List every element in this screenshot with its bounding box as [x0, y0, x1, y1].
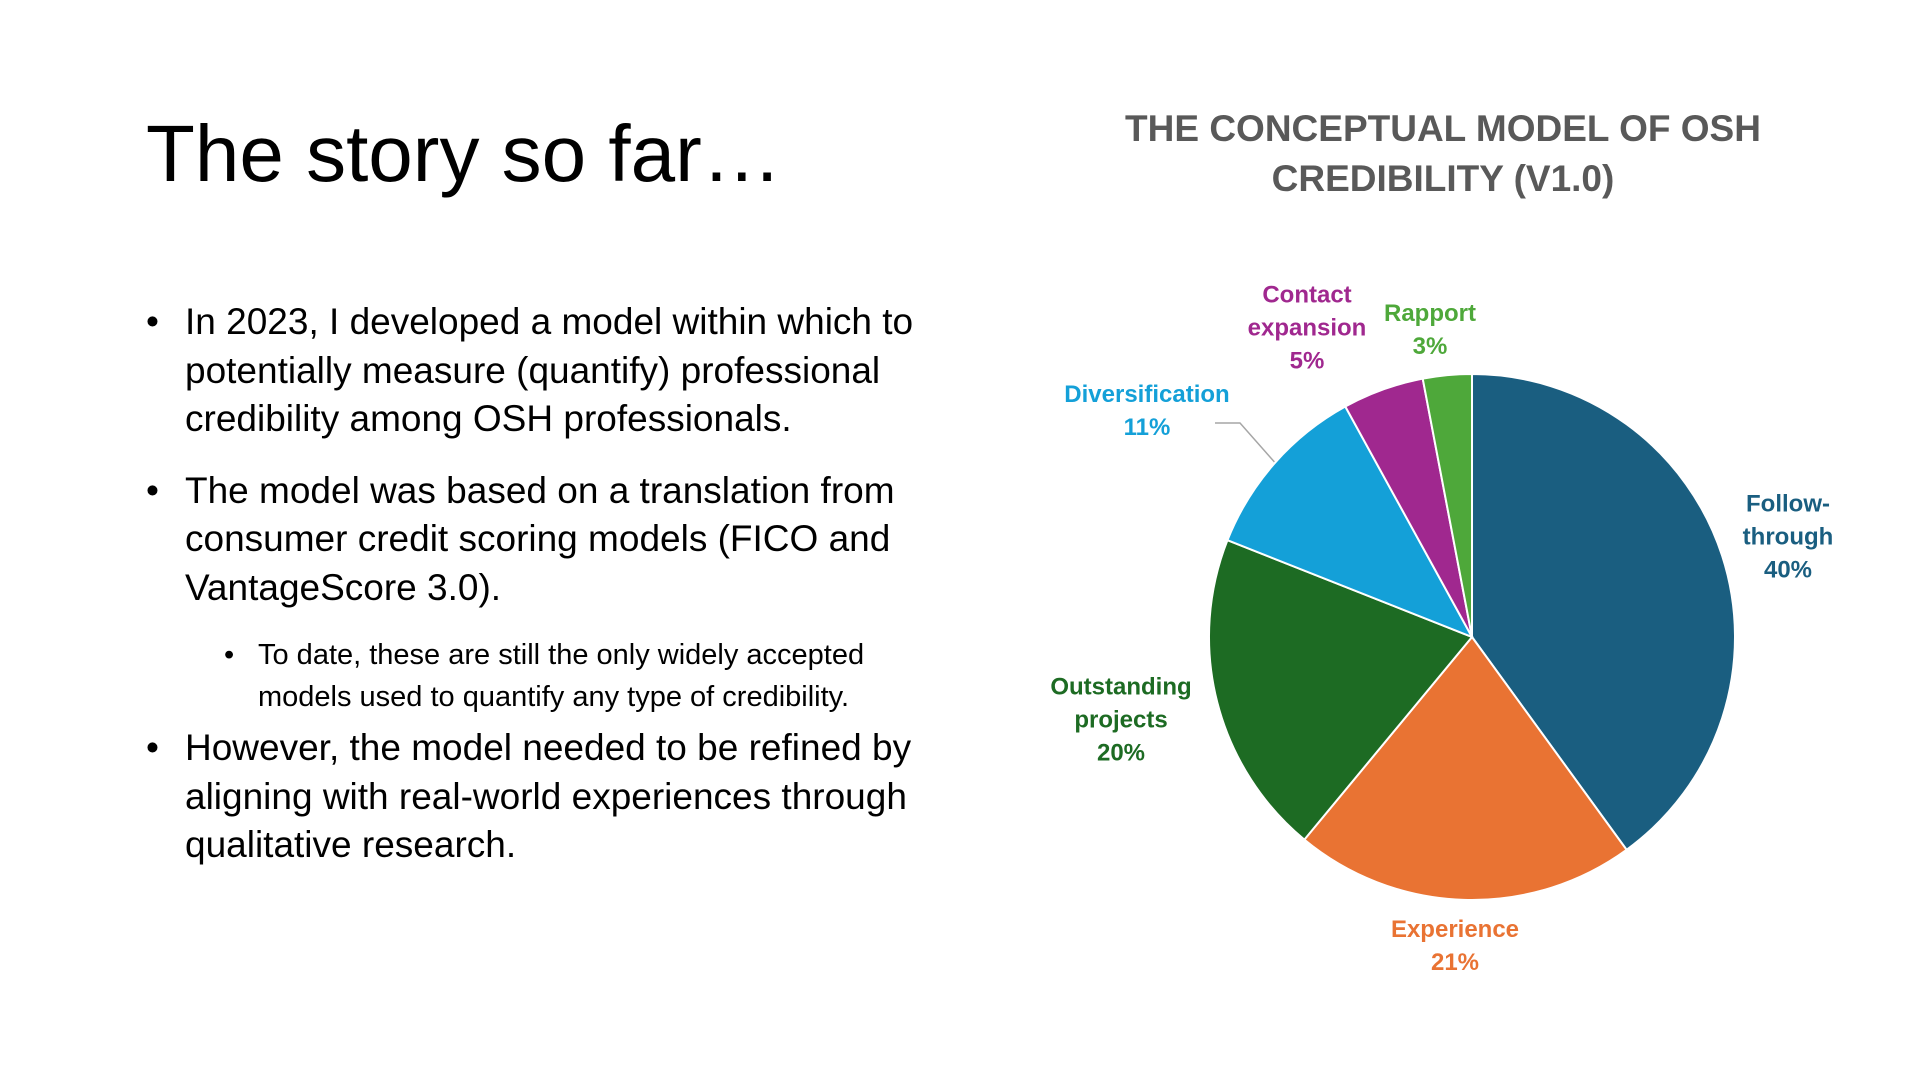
leader-line — [1215, 422, 1279, 467]
slice-label: Follow-through 40% — [1733, 488, 1843, 587]
pie-slice — [1208, 538, 1474, 842]
slice-value: 20% — [1096, 739, 1146, 767]
slice-value: 5% — [1289, 347, 1325, 375]
slice-value: 11% — [1123, 414, 1171, 441]
slice-label: Rapport 3% — [1370, 297, 1490, 363]
pie-slice — [1302, 635, 1628, 901]
slice-name: Experience — [1390, 916, 1520, 943]
bullet-list: In 2023, I developed a model within whic… — [146, 298, 946, 893]
slice-label: Diversification 11% — [1037, 378, 1257, 444]
slice-label: Contact expansion 5% — [1237, 279, 1377, 378]
slice-name: Rapport — [1384, 300, 1476, 327]
slice-value: 3% — [1412, 333, 1448, 360]
slice-name: Contact expansion — [1247, 281, 1367, 342]
slice-name: Follow-through — [1742, 490, 1834, 551]
bullet: The model was based on a translation fro… — [146, 467, 946, 613]
bullet: However, the model needed to be refined … — [146, 724, 946, 870]
slice-value: 40% — [1763, 556, 1813, 584]
chart-title: THE CONCEPTUAL MODEL OF OSH CREDIBILITY … — [1125, 108, 1761, 199]
slice-label: Outstanding projects 20% — [1036, 671, 1206, 770]
bullet: In 2023, I developed a model within whic… — [146, 298, 946, 444]
pie-slice — [1471, 372, 1736, 852]
slice-label: Experience 21% — [1355, 913, 1555, 979]
slice-name: Outstanding projects — [1050, 673, 1192, 734]
pie-slice — [1226, 405, 1475, 639]
slice-value: 21% — [1430, 949, 1480, 976]
sub-bullet: To date, these are still the only widely… — [146, 635, 946, 718]
slice-name: Diversification — [1064, 381, 1230, 408]
pie-slice — [1421, 372, 1473, 638]
slide-title: The story so far… — [146, 109, 782, 198]
